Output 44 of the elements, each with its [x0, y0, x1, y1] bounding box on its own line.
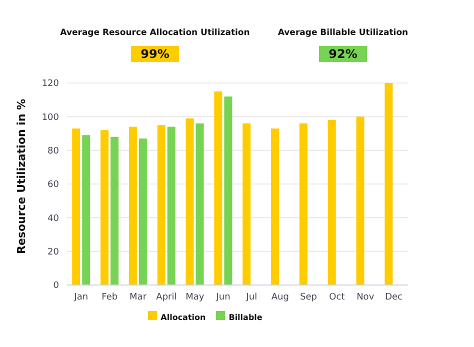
x-tick-label: Jan: [73, 292, 88, 302]
y-tick-label: 40: [48, 214, 60, 224]
y-tick-label: 60: [48, 180, 60, 190]
bar: [128, 126, 137, 285]
x-tick-label: April: [156, 292, 177, 302]
bar: [167, 126, 176, 285]
y-tick-label: 80: [48, 146, 60, 157]
y-axis-title: Resource Utilization in %: [14, 98, 28, 254]
bar: [82, 135, 90, 285]
x-tick-label: Jun: [215, 292, 230, 302]
bar: [271, 128, 280, 285]
x-tick-label: Jul: [245, 292, 258, 302]
bar: [110, 136, 119, 285]
bar: [299, 123, 308, 285]
bar: [224, 96, 232, 285]
x-tick-label: Mar: [130, 292, 147, 302]
x-tick-label: Sep: [300, 292, 318, 302]
text: Average Resource Allocation Utilization: [59, 28, 251, 38]
bar: [384, 83, 393, 285]
bar: [214, 91, 222, 285]
y-tick-label: 0: [53, 281, 60, 292]
text: 92%: [318, 46, 368, 62]
bar: [328, 120, 336, 285]
bar: [196, 123, 204, 285]
y-tick-label: 120: [42, 79, 60, 90]
text: Average Billable Utilization: [278, 28, 408, 38]
x-tick-label: Feb: [102, 292, 118, 302]
x-tick-label: Oct: [329, 292, 346, 302]
bar: [138, 138, 147, 285]
x-tick-label: Nov: [356, 292, 375, 302]
bar: [356, 116, 364, 285]
text: 99%: [130, 46, 180, 62]
bar: [72, 128, 80, 285]
bar: [186, 118, 194, 285]
legend-label: Allocation: [160, 313, 206, 322]
bar: [157, 125, 166, 285]
x-tick-label: Dec: [385, 292, 403, 302]
bar: [242, 123, 251, 285]
y-tick-label: 20: [48, 248, 60, 258]
bar: [100, 130, 109, 285]
x-tick-label: Aug: [271, 292, 289, 302]
y-tick-label: 100: [42, 112, 60, 123]
x-tick-label: May: [186, 292, 205, 302]
legend-label: Billable: [228, 313, 262, 322]
